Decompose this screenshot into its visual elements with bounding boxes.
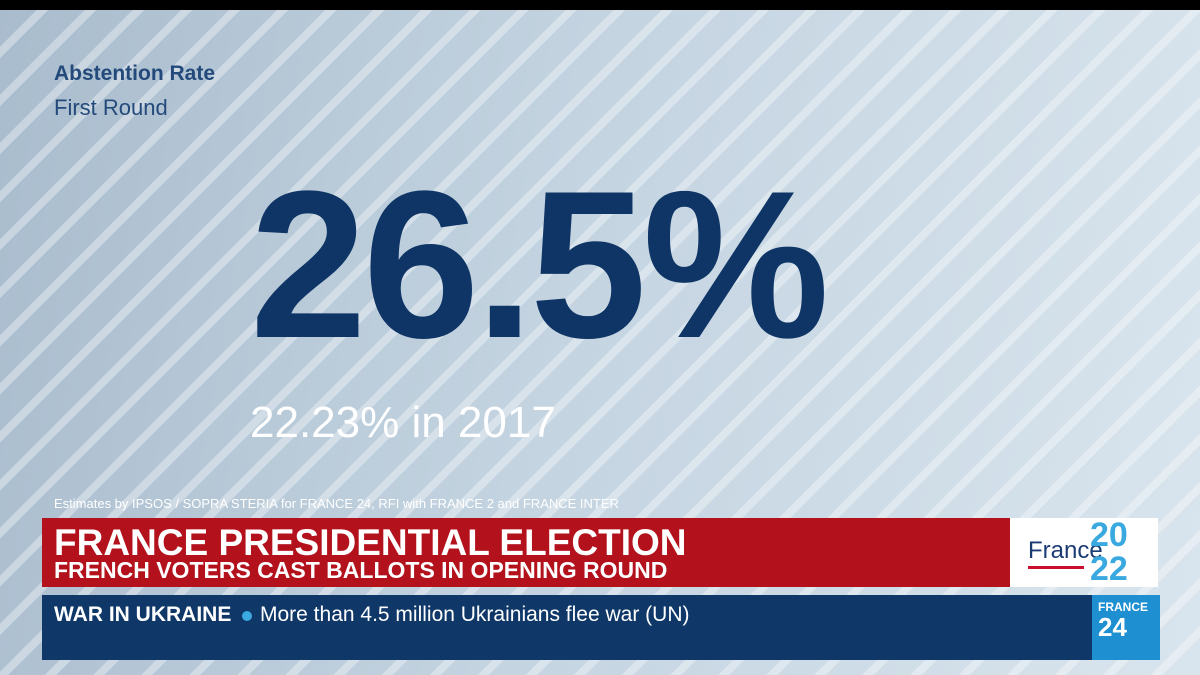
logo-word: France [1028,537,1103,564]
ticker [42,595,1092,660]
channel-logo-bottom: 24 [1098,612,1127,642]
logo-underline [1028,566,1084,569]
ticker-dot [242,611,252,621]
ticker-label: WAR IN UKRAINE [54,603,232,626]
logo-bottom: 22 [1090,550,1128,588]
graphic-subtitle: First Round [54,95,168,120]
comparison: 22.23% in 2017 [250,398,556,447]
banner-title: FRANCE PRESIDENTIAL ELECTION [54,522,687,563]
banner [42,518,1010,587]
source: Estimates by IPSOS / SOPRA STERIA for FR… [54,496,619,511]
top-bar [0,0,1200,10]
election-logo [1010,518,1158,587]
logo-top: 20 [1090,516,1128,554]
ticker-text: More than 4.5 million Ukrainians flee wa… [260,603,690,626]
channel-logo-top: FRANCE [1098,600,1148,614]
headline-value: 26.5% [250,147,829,382]
channel-logo [1092,595,1160,660]
banner-subtitle: FRENCH VOTERS CAST BALLOTS IN OPENING RO… [54,557,668,583]
graphic-title: Abstention Rate [54,62,216,85]
